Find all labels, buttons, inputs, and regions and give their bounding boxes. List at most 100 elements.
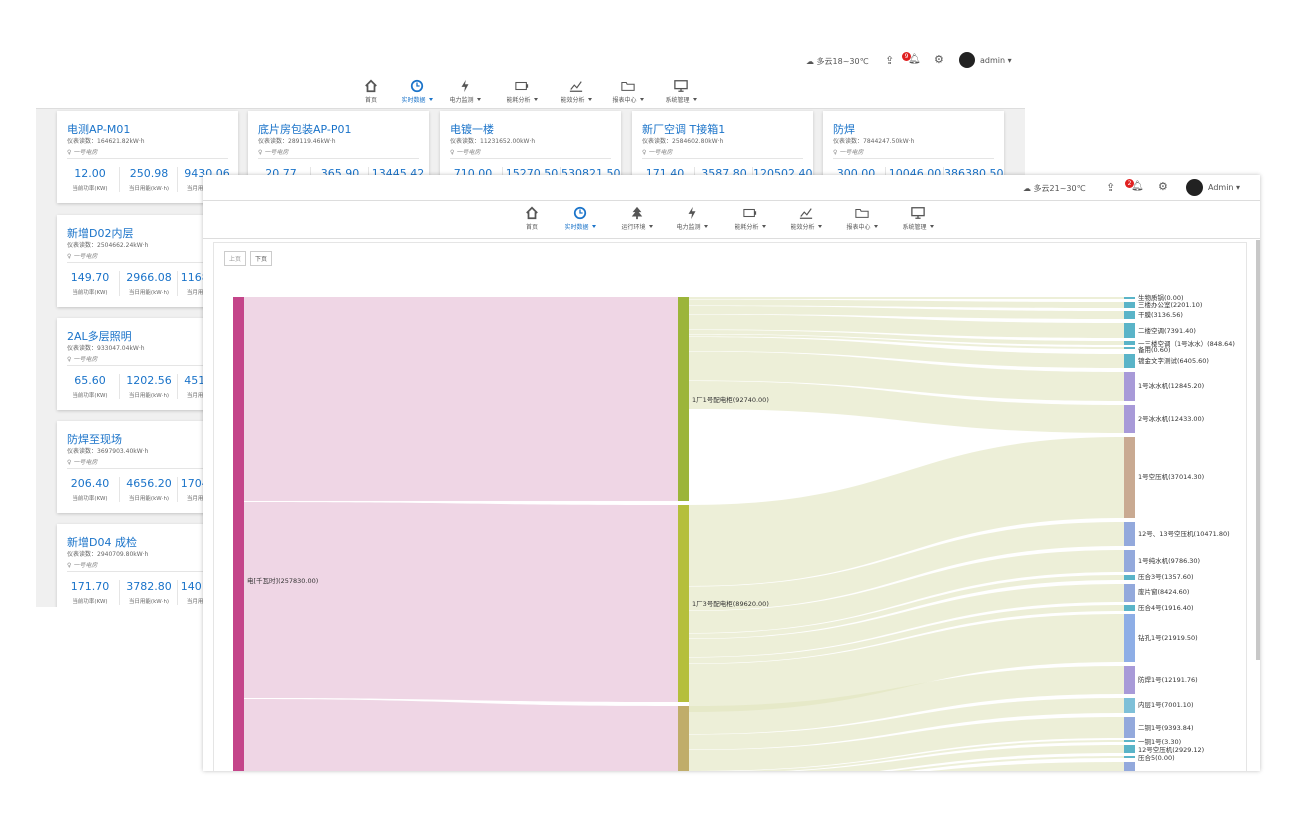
front-header: ☁ 多云21~30℃ ⇪ 🔔︎ 2 ⚙ Admin ▾	[203, 175, 1260, 239]
page-button[interactable]: 下页	[250, 251, 273, 266]
front-window: ☁ 多云21~30℃ ⇪ 🔔︎ 2 ⚙ Admin ▾ 电[千瓦时](25783…	[203, 175, 1260, 771]
target-flow	[689, 522, 1124, 611]
target-flow	[689, 575, 1124, 639]
nav-item[interactable]: 能效分析	[776, 206, 836, 231]
nav-item[interactable]: 系统管理	[888, 206, 948, 231]
metric-value: 65.60	[74, 374, 106, 387]
source-flow	[244, 699, 678, 771]
metric-label: 当前功率(KW)	[72, 290, 108, 296]
nav-label: 能效分析	[790, 224, 821, 231]
card-divider	[258, 158, 419, 159]
metric-label: 当前功率(KW)	[72, 496, 108, 502]
card-title: 新增D02内层	[67, 227, 134, 240]
scrollbar[interactable]	[1256, 240, 1260, 660]
nav-item[interactable]: 电力监测	[435, 79, 495, 104]
location-text: 一号电房	[73, 459, 98, 466]
avatar[interactable]	[959, 52, 975, 68]
nav-item[interactable]: 实时数据	[387, 79, 447, 104]
target-label: 一铜1号(3.30)	[1138, 737, 1181, 746]
user-menu[interactable]: admin ▾	[980, 56, 1012, 65]
metric-label: 当前功率(KW)	[72, 186, 108, 192]
metric-label: 当日用能(kW·h)	[128, 496, 170, 502]
location-text: 一号电房	[73, 356, 98, 363]
notification-badge: 9	[902, 52, 911, 61]
target-flow	[689, 334, 1124, 349]
source-label: 电[千瓦时](257830.00)	[247, 576, 318, 585]
source-flow	[244, 297, 678, 501]
nav-item[interactable]: 报表中心	[832, 206, 892, 231]
card-divider	[67, 158, 228, 159]
nav-item[interactable]: 能效分析	[546, 79, 606, 104]
target-node	[1124, 323, 1135, 338]
settings-icon[interactable]: ⚙	[1158, 180, 1168, 193]
target-node	[1124, 762, 1135, 771]
user-menu[interactable]: Admin ▾	[1208, 183, 1241, 192]
middle-node	[678, 706, 689, 771]
target-label: 压合4号(1916.40)	[1138, 603, 1194, 612]
notification-badge: 2	[1125, 179, 1134, 188]
target-flow	[930, 762, 1124, 771]
target-node	[1124, 354, 1135, 368]
card-title: 电测AP-M01	[67, 123, 131, 136]
upload-icon[interactable]: ⇪	[1106, 181, 1116, 194]
card-title: 电镀一楼	[450, 123, 494, 136]
source-flow	[244, 502, 678, 702]
nav-item[interactable]: 运行环境	[607, 206, 667, 231]
upload-icon[interactable]: ⇪	[885, 54, 895, 67]
nav-label: 能耗分析	[506, 97, 537, 104]
metric-label: 当前功率(KW)	[72, 393, 108, 399]
card-divider	[642, 158, 803, 159]
nav-label: 实时数据	[401, 97, 432, 104]
target-label: 备用(0.60)	[1138, 345, 1171, 354]
target-node	[1124, 372, 1135, 401]
card-location: ♀ 一号电房	[67, 356, 98, 363]
target-node	[1124, 405, 1135, 433]
location-text: 一号电房	[839, 149, 864, 156]
nav-label: 实时数据	[564, 224, 595, 231]
card-reading: 仪表读数：11231652.00kW·h	[450, 138, 536, 145]
target-label: 防焊1号(12191.76)	[1138, 675, 1198, 684]
user-name: Admin	[1208, 183, 1234, 192]
nav-item[interactable]: 系统管理	[651, 79, 711, 104]
target-node	[1124, 698, 1135, 713]
target-node	[1124, 522, 1135, 546]
card-location: ♀ 一号电房	[67, 459, 98, 466]
metric-value: 171.70	[70, 580, 110, 593]
nav-icon	[365, 79, 377, 93]
nav-icon	[526, 206, 538, 220]
nav-icon	[855, 208, 869, 218]
target-node	[1124, 297, 1135, 299]
nav-item[interactable]: 首页	[502, 206, 562, 231]
card-divider	[450, 158, 611, 159]
nav-item[interactable]: 实时数据	[550, 206, 610, 231]
settings-icon[interactable]: ⚙	[934, 53, 944, 66]
nav-item[interactable]: 能耗分析	[492, 79, 552, 104]
location-text: 一号电房	[73, 253, 98, 260]
sankey: 电[千瓦时](257830.00) 1厂1号配电柜(92740.00) 1厂3号配电…	[233, 293, 1235, 771]
target-flow	[689, 381, 1124, 433]
nav-item[interactable]: 报表中心	[598, 79, 658, 104]
target-flow	[689, 330, 1124, 345]
middle-node	[678, 297, 689, 501]
nav-icon	[631, 206, 643, 220]
card-location: ♀ 一号电房	[642, 149, 673, 156]
metric-value: 206.40	[70, 477, 110, 490]
metric-label: 当日用能(kW·h)	[128, 290, 170, 296]
nav-item[interactable]: 首页	[341, 79, 401, 104]
target-flow	[689, 717, 1124, 771]
page-button[interactable]: 上页	[224, 251, 247, 266]
nav-item[interactable]: 电力监测	[662, 206, 722, 231]
target-label: 二楼空调(7391.40)	[1138, 326, 1196, 335]
target-label: 2号冰水机(12433.00)	[1138, 414, 1204, 423]
nav-label: 系统管理	[665, 97, 696, 104]
bell-icon[interactable]: 🔔︎	[908, 54, 921, 65]
card-reading: 仪表读数：933047.04kW·h	[67, 345, 145, 352]
nav-item[interactable]: 能耗分析	[720, 206, 780, 231]
target-node	[1124, 605, 1135, 611]
location-text: 一号电房	[648, 149, 673, 156]
nav-icon	[674, 80, 688, 92]
bell-icon[interactable]: 🔔︎	[1131, 181, 1144, 192]
target-flow	[796, 745, 1124, 771]
target-flow	[689, 351, 1124, 401]
avatar[interactable]	[1186, 179, 1203, 196]
